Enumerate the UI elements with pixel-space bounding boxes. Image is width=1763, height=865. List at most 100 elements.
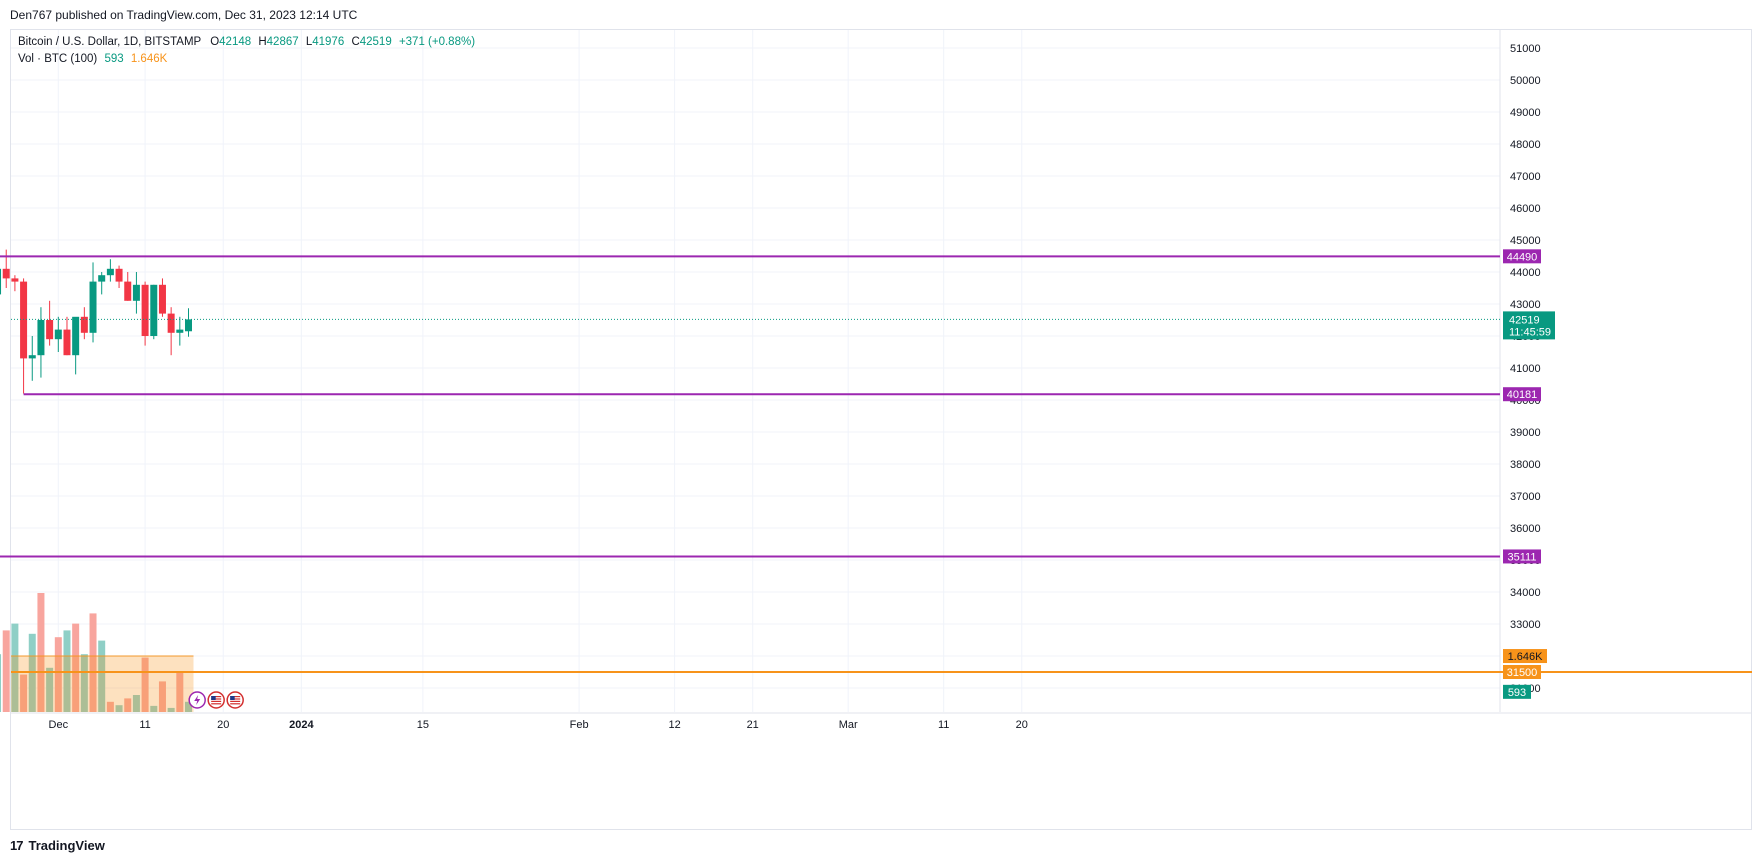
volume-value: 593 bbox=[104, 53, 124, 65]
candle-body bbox=[2, 268, 10, 279]
volume-bar bbox=[106, 701, 114, 712]
price-axis-label: 39000 bbox=[1510, 427, 1541, 439]
flag-ring bbox=[226, 691, 244, 709]
time-axis-label: 12 bbox=[668, 719, 680, 731]
price-axis-label: 49000 bbox=[1510, 107, 1541, 119]
flag-stripe bbox=[211, 703, 222, 705]
price-axis-label: 43000 bbox=[1510, 299, 1541, 311]
volume-bar bbox=[46, 667, 54, 712]
symbol-label[interactable]: Bitcoin / U.S. Dollar, 1D, BITSTAMP bbox=[18, 36, 201, 48]
volume-bar bbox=[141, 657, 149, 712]
volume-ma-badge-label: 1.646K bbox=[1508, 651, 1544, 663]
change-value: +371 (+0.88%) bbox=[398, 36, 476, 48]
close-key: C bbox=[351, 36, 360, 48]
volume-ma-value: 1.646K bbox=[130, 53, 168, 65]
volume-ma-badge bbox=[1503, 649, 1547, 664]
volume-badge-label: 593 bbox=[1508, 687, 1526, 699]
volume-bar bbox=[176, 671, 184, 712]
volume-bar bbox=[158, 681, 166, 712]
price-axis-label: 51000 bbox=[1510, 43, 1541, 55]
low-value: 41976 bbox=[312, 36, 345, 48]
candle-body bbox=[37, 320, 45, 356]
level-price-badge bbox=[1503, 665, 1541, 679]
volume-bar bbox=[124, 698, 132, 712]
candle-body bbox=[115, 268, 123, 282]
chart-legend: Bitcoin / U.S. Dollar, 1D, BITSTAMP O421… bbox=[18, 34, 475, 68]
volume-bar bbox=[0, 654, 2, 712]
price-axis-label: 34000 bbox=[1510, 587, 1541, 599]
high-key: H bbox=[258, 36, 267, 48]
candle-body bbox=[11, 278, 19, 282]
time-axis-label: 11 bbox=[139, 719, 150, 731]
volume-badge bbox=[1503, 684, 1531, 699]
lightning-bolt bbox=[194, 695, 201, 705]
level-price-badge bbox=[1503, 249, 1541, 264]
us-flag-icon[interactable] bbox=[207, 691, 225, 709]
price-axis-label: 41000 bbox=[1510, 363, 1541, 375]
us-flag-icon[interactable] bbox=[226, 691, 244, 709]
volume-bar bbox=[20, 674, 28, 712]
price-axis-label: 48000 bbox=[1510, 139, 1541, 151]
open-key: O bbox=[210, 36, 220, 48]
volume-bar bbox=[37, 593, 45, 712]
volume-bar bbox=[150, 705, 158, 712]
price-chart[interactable]: 51000 50000 49000 48000 47000 46000 45000 44000… bbox=[0, 0, 1763, 830]
flag-stripe bbox=[211, 698, 222, 700]
price-axis-label: 38000 bbox=[1510, 459, 1541, 471]
volume-bar bbox=[72, 623, 80, 712]
candle-body bbox=[185, 319, 192, 332]
candle-body bbox=[80, 316, 88, 333]
flag-stripe bbox=[230, 698, 241, 700]
candle-body bbox=[106, 268, 114, 276]
candle-body bbox=[132, 284, 140, 301]
time-axis-label: 11 bbox=[938, 719, 949, 731]
ohlc-legend-row: Bitcoin / U.S. Dollar, 1D, BITSTAMP O421… bbox=[18, 34, 475, 51]
flag-ring bbox=[207, 691, 225, 709]
open-value: 42148 bbox=[219, 36, 252, 48]
level-price-label: 35111 bbox=[1508, 551, 1537, 563]
flag-stripe bbox=[230, 700, 241, 702]
time-axis-label: 2024 bbox=[289, 719, 314, 731]
candle-body bbox=[46, 320, 54, 340]
candle-body bbox=[0, 268, 2, 295]
candle-body bbox=[176, 329, 184, 333]
lightning-icon[interactable] bbox=[188, 691, 206, 709]
time-axis-label: 15 bbox=[417, 719, 429, 731]
volume-ma-area bbox=[11, 656, 194, 712]
time-axis-label: Feb bbox=[570, 719, 589, 731]
level-price-label: 31500 bbox=[1507, 667, 1538, 679]
price-axis-label: 46000 bbox=[1510, 203, 1541, 215]
volume-bar bbox=[167, 707, 175, 712]
level-price-label: 40181 bbox=[1507, 389, 1538, 401]
flag-canton bbox=[230, 696, 235, 700]
candle-body bbox=[141, 284, 149, 336]
candle-body bbox=[167, 313, 175, 333]
flag-stripe bbox=[230, 703, 241, 705]
candle-body bbox=[20, 281, 28, 359]
volume-bar bbox=[185, 701, 192, 712]
volume-bar bbox=[11, 623, 19, 712]
flag-stripe bbox=[211, 696, 222, 698]
price-axis-label: 44000 bbox=[1510, 267, 1541, 279]
publisher-line: Den767 published on TradingView.com, Dec… bbox=[10, 8, 358, 22]
volume-bar bbox=[54, 637, 62, 712]
volume-bar bbox=[115, 705, 123, 712]
price-axis-label: 33000 bbox=[1510, 619, 1541, 631]
high-value: 42867 bbox=[266, 36, 299, 48]
volume-legend-row: Vol · BTC (100) 593 1.646K bbox=[18, 51, 475, 68]
tradingview-logo[interactable]: 17 TradingView bbox=[10, 838, 105, 853]
candle-body bbox=[124, 281, 132, 301]
volume-bar bbox=[2, 630, 10, 712]
level-price-badge bbox=[1503, 549, 1541, 564]
candle-body bbox=[150, 284, 158, 336]
chart-frame[interactable] bbox=[10, 29, 1752, 830]
countdown-label: 11:45:59 bbox=[1509, 326, 1551, 338]
time-axis-label: 21 bbox=[747, 719, 759, 731]
volume-bar bbox=[80, 654, 88, 712]
low-key: L bbox=[305, 36, 313, 48]
volume-bar bbox=[98, 640, 106, 712]
candle-body bbox=[54, 329, 62, 340]
time-axis-label: Mar bbox=[839, 719, 858, 731]
volume-label[interactable]: Vol · BTC (100) bbox=[18, 53, 98, 65]
candle-body bbox=[158, 284, 166, 314]
